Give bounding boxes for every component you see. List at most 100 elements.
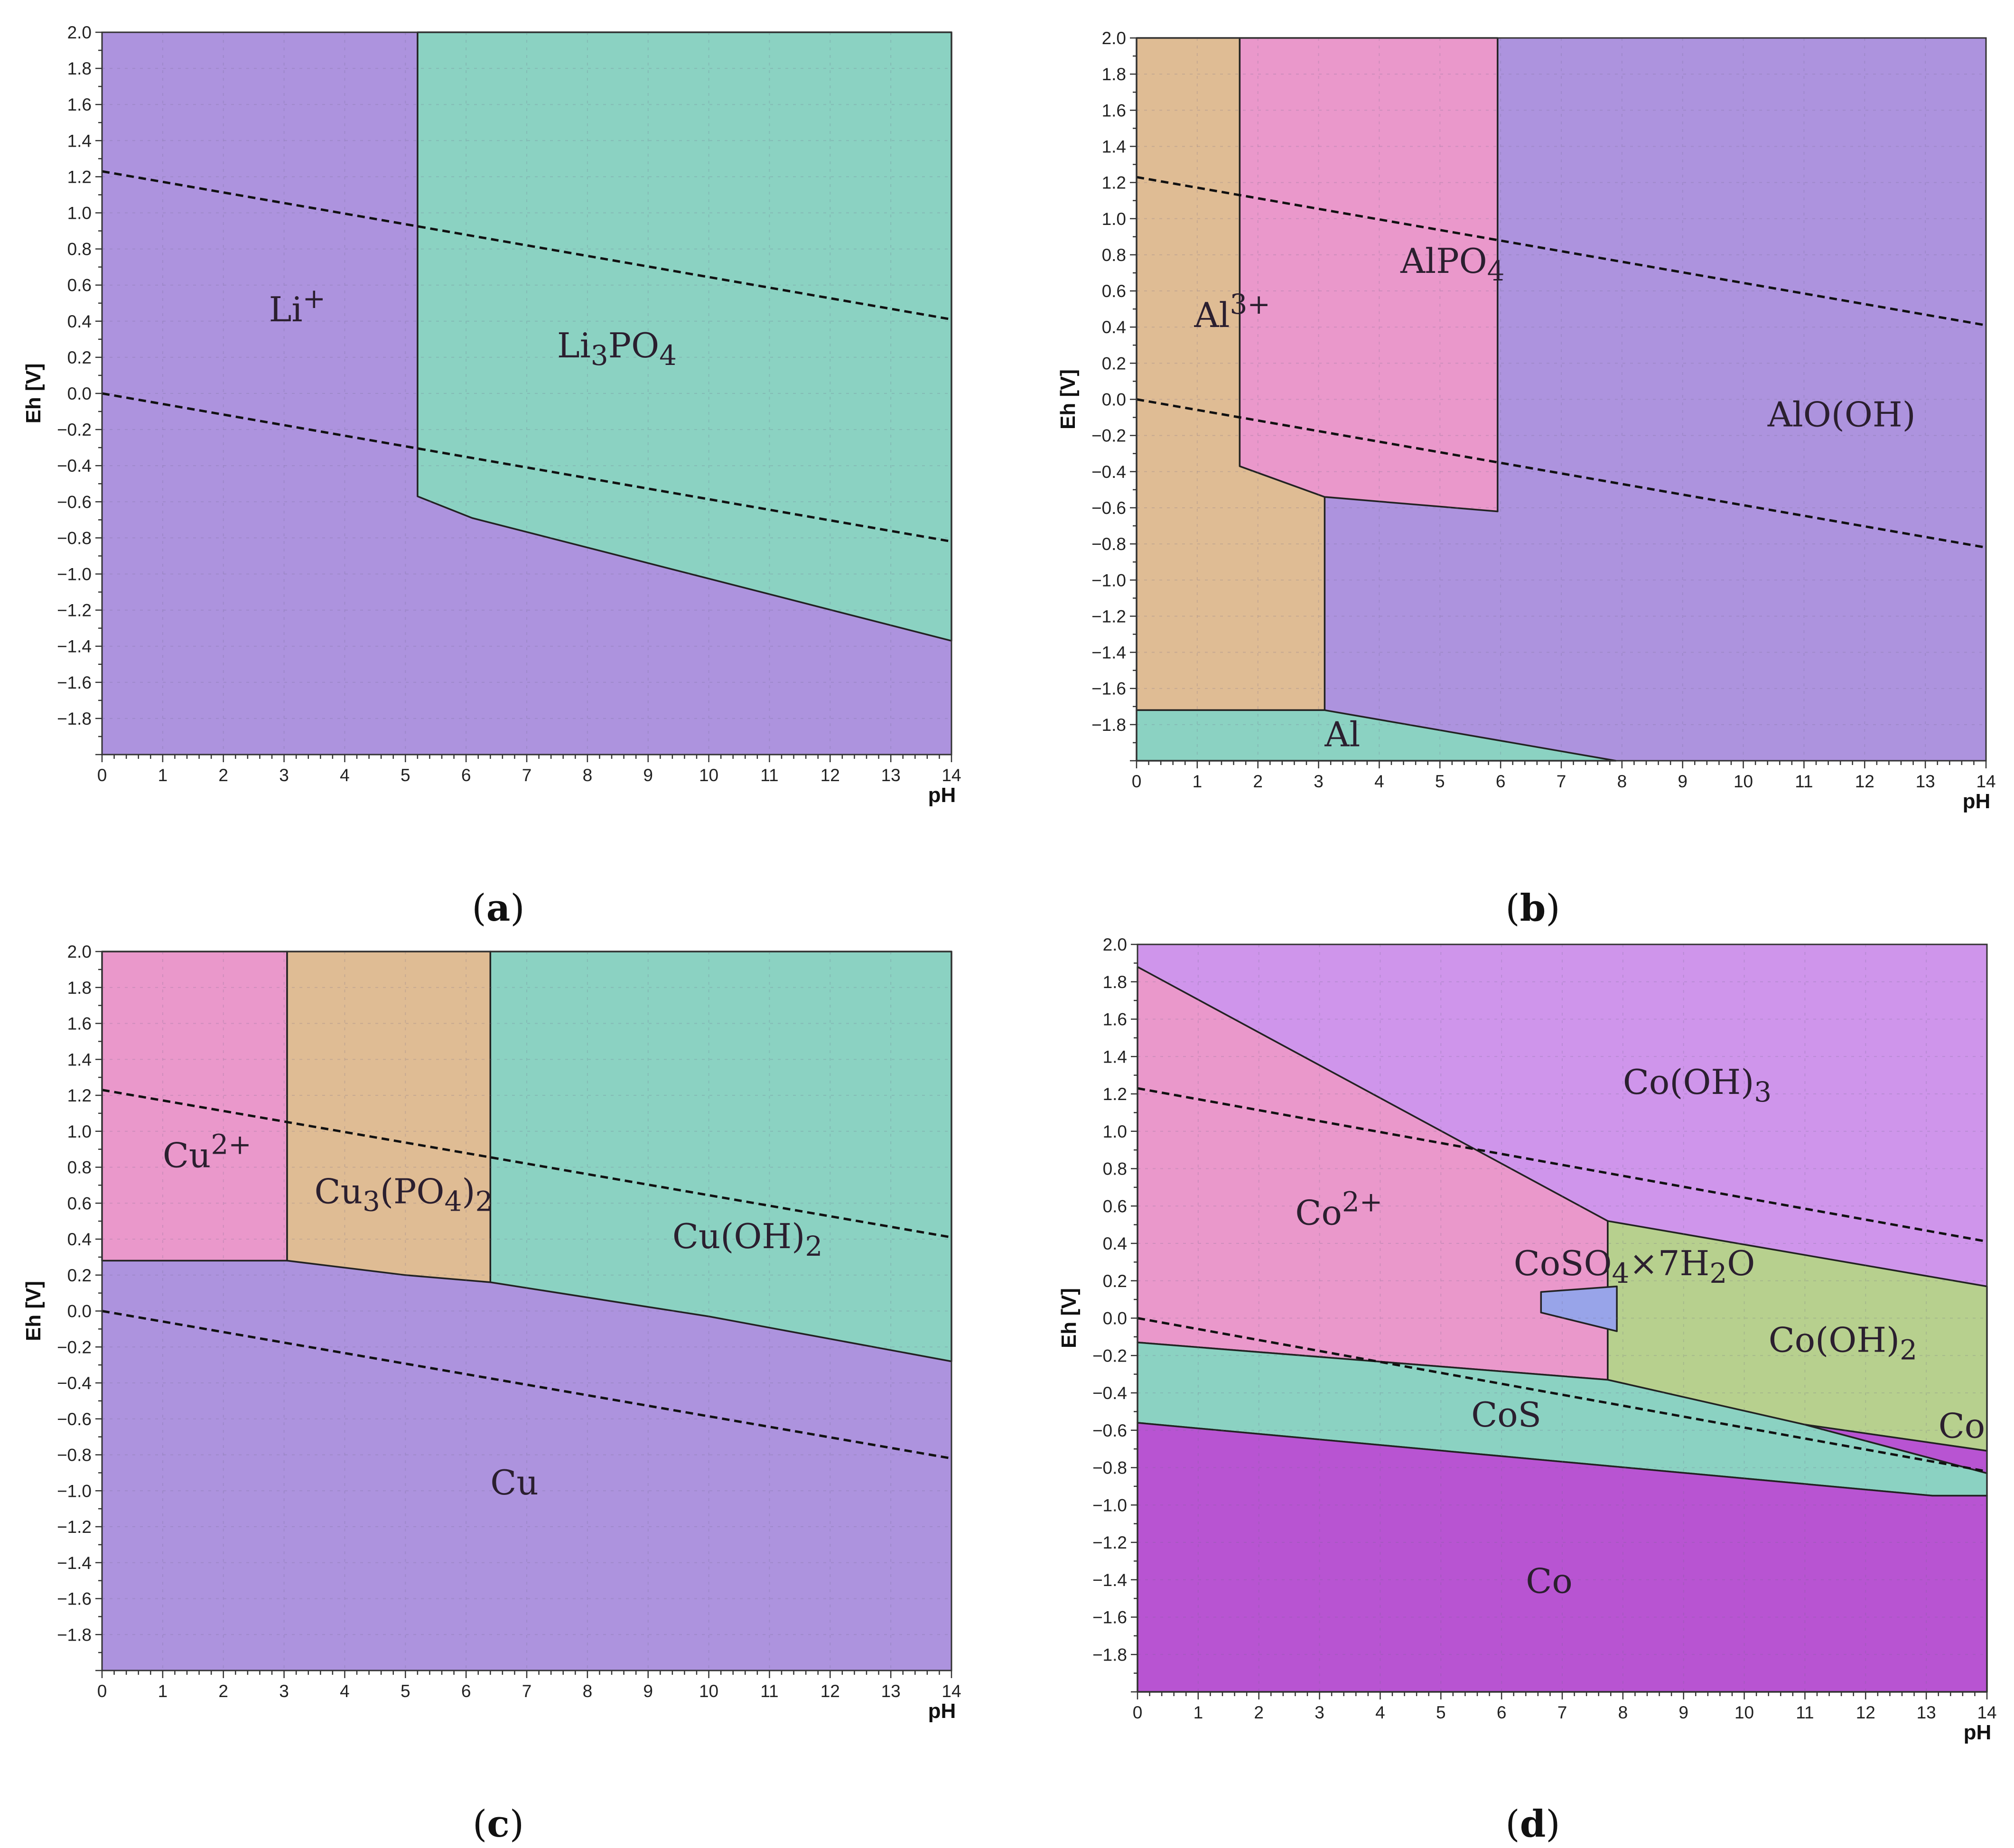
water-stability-line [1136,398,1986,549]
grid-lines [102,951,951,1671]
y-tick-label: −0.6 [57,492,92,512]
y-tick-label: 0.6 [67,276,92,295]
region-label: Co2+ [1295,1186,1382,1233]
y-tick-label: −1.6 [57,673,92,692]
y-tick-label: 1.4 [1102,137,1126,156]
y-tick-label: −0.4 [1092,1383,1127,1403]
region-label-text: CoS [1471,1395,1541,1435]
panel-caption: (a) [472,887,524,930]
y-tick-label: 0.8 [1102,245,1126,265]
water-stability-line [1136,176,1986,327]
y-axis: 2.0 1.8 1.6 1.4 1.2 1.0 0.8 0.6 0.4 0.2 0.0 −0.2 −0.… [22,23,102,756]
y-tick-label: 0.0 [1102,390,1126,410]
x-tick-label: 11 [760,1681,778,1701]
y-tick-label: −1.0 [57,1481,92,1501]
y-tick-label: −1.0 [1091,570,1126,590]
y-tick-label: 1.8 [1102,65,1126,84]
y-tick-label: 0.6 [1103,1196,1127,1216]
x-tick-label: 11 [1796,1703,1814,1722]
y-tick-label: 0.4 [67,1230,92,1249]
y-tick-label: 0.8 [1103,1159,1127,1179]
x-tick-label: 2 [1254,1703,1264,1722]
water-stability-line [1137,1087,1987,1243]
region-label-sub3: 2 [475,1185,493,1217]
x-tick-label: 3 [1314,772,1324,791]
y-tick-label: −0.4 [57,456,92,476]
x-tick-label: 9 [643,765,653,785]
water-stability-line [102,1310,952,1460]
region-label-text: Cu(OH) [672,1216,805,1256]
region-label-sub: 2 [805,1230,822,1262]
y-tick-label: −1.8 [57,709,92,728]
y-axis: 2.0 1.8 1.6 1.4 1.2 1.0 0.8 0.6 0.4 0.2 0.0 −0.2 −0.… [1056,28,1137,762]
x-tick-label: 8 [1617,772,1627,791]
region-label-sup: + [302,282,326,315]
x-tick-label: 1 [1193,772,1203,791]
x-tick-label: 2 [218,765,228,785]
y-tick-label: −1.0 [57,565,92,584]
y-tick-label: −1.2 [57,601,92,620]
y-tick-label: 1.8 [1103,972,1127,992]
x-axis-label: pH [1963,790,1991,813]
region-label-text: Cu [490,1463,538,1503]
region-label-sub: 4 [1612,1257,1630,1289]
y-tick-label: −0.2 [57,1337,92,1357]
x-tick-label: 12 [821,765,840,785]
y-tick-label: −0.4 [1091,462,1126,482]
x-tick-label: 5 [1435,772,1445,791]
y-tick-label: 1.4 [67,1050,92,1069]
grid-lines [1138,944,1987,1692]
y-tick-label: 1.0 [67,1122,92,1141]
region-label-sub: 4 [1487,255,1505,287]
region-label-text: Al [1193,295,1230,335]
y-tick-label: −1.4 [57,1553,92,1573]
region-label-text: AlPO [1400,241,1487,281]
x-tick-label: 10 [1734,772,1753,791]
x-tick-label: 2 [218,1681,228,1701]
region-label-text: Li [557,326,591,365]
region-label: Co [1939,1406,1985,1446]
x-tick-label: 13 [881,765,901,785]
y-tick-label: 1.0 [67,204,92,223]
x-tick-label: 10 [699,1681,718,1701]
x-tick-label: 9 [643,1681,653,1701]
y-tick-label: 0.4 [1102,317,1126,337]
x-tick-label: 13 [1916,772,1935,791]
water-stability-line [1137,1317,1987,1473]
x-tick-label: 7 [1557,1703,1567,1722]
y-tick-label: −0.2 [57,420,92,439]
y-tick-label: −0.8 [1091,534,1126,554]
y-tick-label: −0.6 [1091,498,1126,518]
y-tick-label: 1.0 [1103,1122,1127,1141]
x-tick-label: 14 [1977,1703,1996,1722]
x-tick-label: 0 [97,1681,107,1701]
y-tick-label: 1.4 [1103,1047,1127,1066]
x-tick-label: 8 [583,1681,593,1701]
pourbaix-panel-d: 0 1 2 3 4 5 6 7 8 9 10 11 12 13 14pH2.01.81.61.41.21.0… [1057,935,1997,1846]
y-tick-label: 2.0 [67,23,92,42]
y-tick-label: −0.8 [1092,1458,1127,1478]
x-tick-label: 9 [1678,772,1688,791]
region-label: Al [1324,715,1360,755]
region-cu3-po4-2 [286,951,492,1283]
x-tick-label: 12 [1856,1703,1875,1722]
x-tick-label: 7 [522,1681,532,1701]
x-tick-label: 0 [1132,772,1142,791]
panel-caption: (b) [1505,887,1560,930]
region-label: Cu2+ [163,1129,252,1176]
region-label-text: Co [1526,1561,1572,1601]
x-tick-label: 9 [1678,1703,1688,1722]
y-tick-label: −0.2 [1091,426,1126,446]
y-tick-label: 0.8 [67,240,92,259]
y-tick-label: 1.2 [67,167,92,187]
y-axis-label: Eh [V] [22,363,45,423]
y-tick-label: 0.8 [67,1158,92,1177]
y-tick-label: 0.0 [67,1302,92,1321]
y-tick-label: 1.2 [1103,1084,1127,1104]
region-label-sup: 2+ [1342,1186,1383,1218]
y-tick-label: −0.6 [57,1409,92,1429]
x-axis-label: pH [928,784,956,807]
